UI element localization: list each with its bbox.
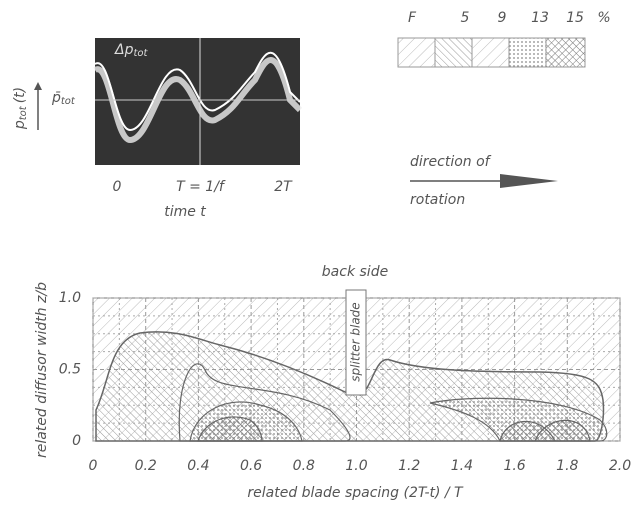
x-tick-label: 0.2 [135, 458, 157, 474]
figure: ptot(t) p̄tot Δptot 0 T = 1/f 2T time t … [0, 0, 638, 505]
direction-label: direction of [410, 154, 492, 170]
x-tick-label: 1.8 [556, 458, 578, 474]
legend-label: 5 [461, 10, 470, 26]
legend-label: 9 [498, 10, 507, 26]
x-tick-label: 1.0 [345, 458, 367, 474]
inset-ylabel: ptot(t) [12, 87, 29, 130]
inset-xlabel: time t [164, 204, 206, 220]
legend [398, 38, 585, 67]
y-tick-label: 0 [72, 433, 81, 449]
x-tick-label: 1.6 [503, 458, 525, 474]
mean-label: p̄tot [51, 90, 76, 107]
direction-label: rotation [410, 192, 465, 208]
time-tick: T = 1/f [176, 179, 226, 195]
x-axis-label: related blade spacing (2T-t) / T [247, 485, 464, 501]
splitter-annotation: splitter blade [349, 302, 363, 381]
x-tick-label: 0 [89, 458, 98, 474]
plot-title: back side [322, 264, 388, 280]
time-tick: 2T [274, 179, 293, 195]
arrow-head [34, 82, 42, 90]
y-tick-label: 0.5 [59, 362, 81, 378]
y-tick-label: 1.0 [59, 290, 81, 306]
x-tick-label: 1.2 [398, 458, 420, 474]
x-tick-label: 0.8 [293, 458, 315, 474]
x-tick-label: 0.4 [187, 458, 209, 474]
x-tick-label: 1.4 [451, 458, 473, 474]
legend-label: 13 [531, 10, 549, 26]
y-axis-label: related diffusor width z/b [34, 282, 50, 458]
arrow-head [500, 174, 558, 188]
time-tick: 0 [113, 179, 122, 195]
x-tick-label: 0.6 [240, 458, 262, 474]
legend-unit: % [597, 10, 610, 26]
legend-title: F [408, 10, 417, 26]
legend-label: 15 [566, 10, 584, 26]
x-tick-label: 2.0 [609, 458, 631, 474]
